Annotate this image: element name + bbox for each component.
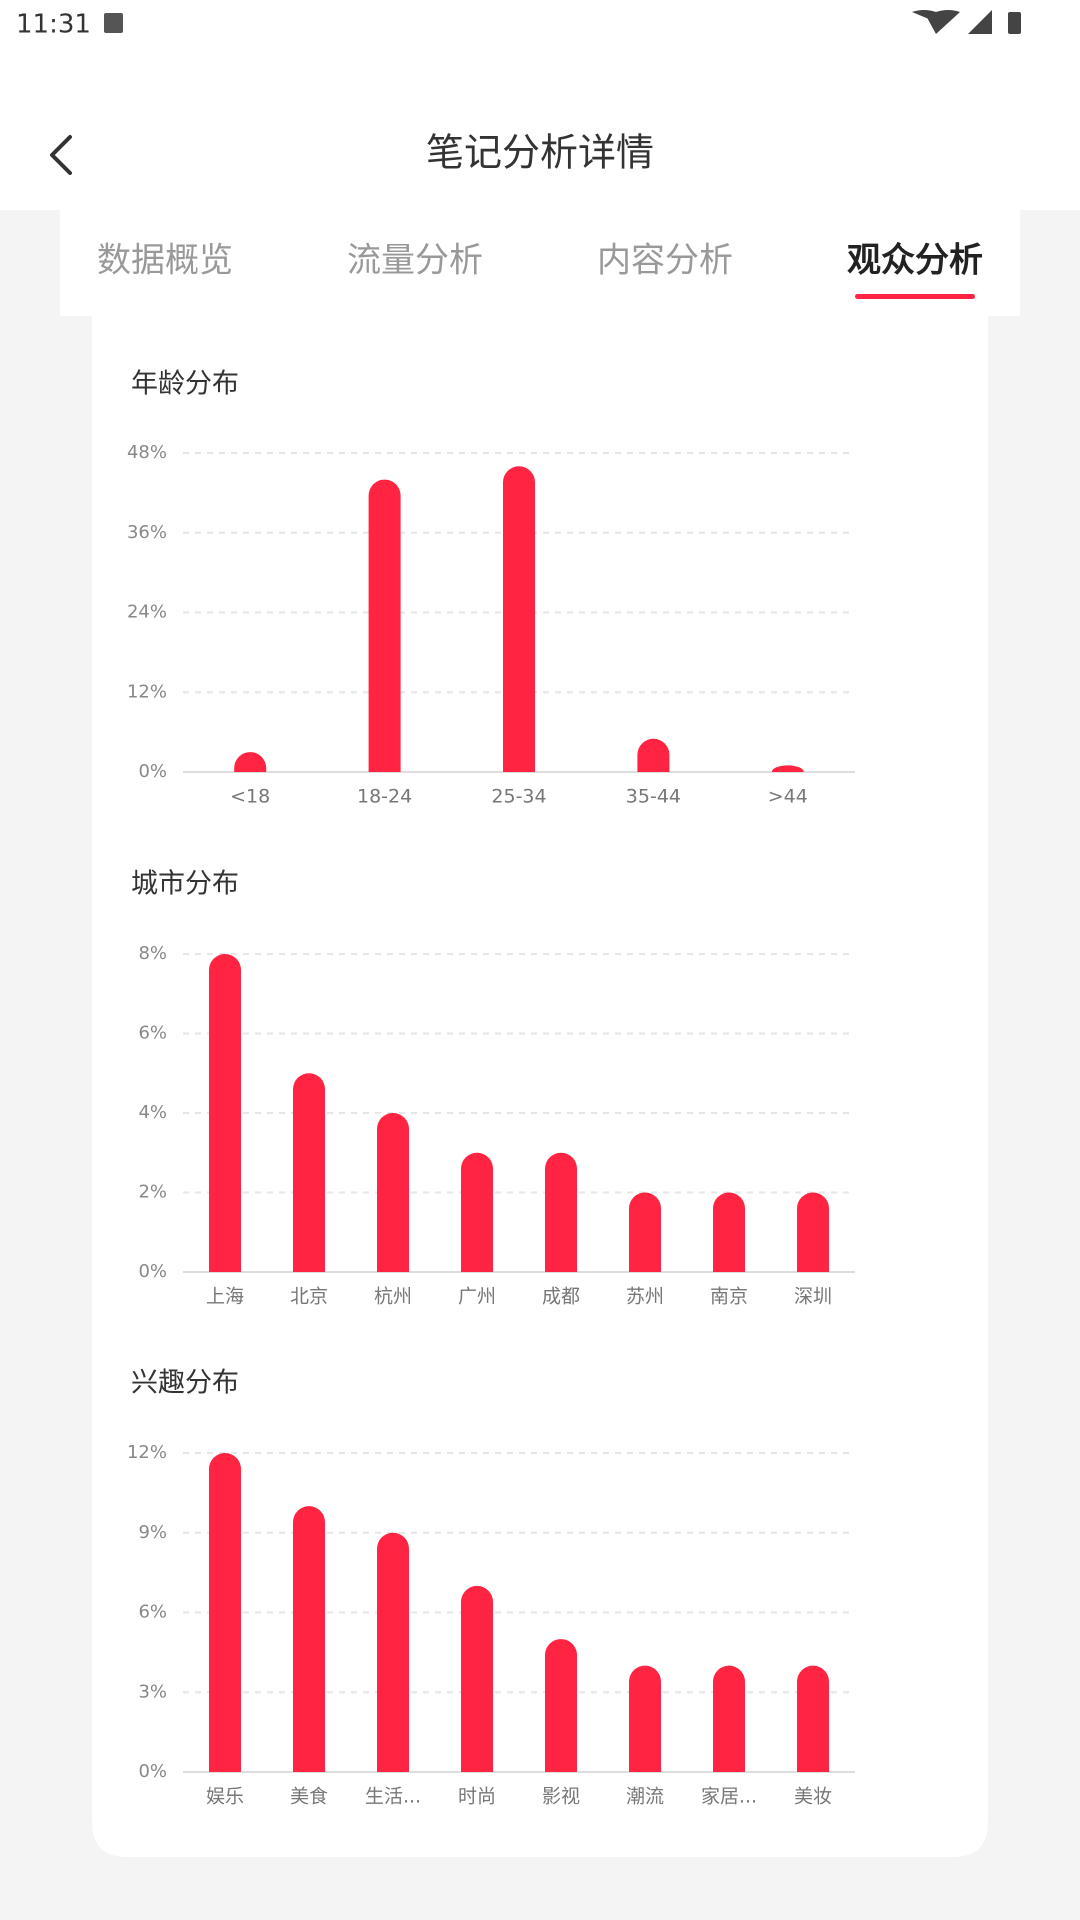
- content-card: [92, 316, 988, 1857]
- x-tick-label: 生活...: [365, 1786, 421, 1808]
- x-tick-label: 南京: [710, 1286, 748, 1308]
- bar: [293, 1506, 325, 1772]
- x-tick-label: 影视: [542, 1786, 580, 1808]
- bar: [545, 1152, 577, 1272]
- x-tick-label: 深圳: [794, 1286, 832, 1308]
- y-tick-label: 4%: [138, 1102, 167, 1123]
- x-tick-label: <18: [230, 786, 270, 808]
- x-tick-label: >44: [768, 786, 808, 808]
- bar: [461, 1152, 493, 1272]
- y-tick-label: 12%: [127, 681, 167, 702]
- x-tick-label: 35-44: [626, 786, 681, 808]
- bar: [629, 1665, 661, 1772]
- x-tick-label: 杭州: [374, 1286, 412, 1308]
- bar: [797, 1192, 829, 1272]
- back-button[interactable]: [50, 135, 72, 175]
- y-tick-label: 36%: [127, 522, 167, 543]
- x-tick-label: 家居...: [701, 1786, 757, 1808]
- x-tick-label: 成都: [542, 1286, 580, 1308]
- bar: [797, 1665, 829, 1772]
- bar: [368, 479, 401, 772]
- y-tick-label: 9%: [138, 1522, 167, 1543]
- x-tick-label: 美妆: [794, 1786, 832, 1808]
- bar: [209, 954, 241, 1272]
- bar: [713, 1192, 745, 1272]
- header-bg: [0, 0, 1080, 210]
- x-tick-label: 潮流: [626, 1786, 664, 1808]
- y-tick-label: 3%: [138, 1681, 167, 1702]
- y-tick-label: 0%: [138, 1261, 167, 1282]
- y-tick-label: 48%: [127, 442, 167, 463]
- x-tick-label: 广州: [458, 1286, 496, 1308]
- chart-title: 年龄分布: [131, 369, 239, 400]
- bar: [713, 1665, 745, 1772]
- signal-icon: [968, 10, 992, 34]
- status-icon: [104, 13, 123, 33]
- tab-indicator: [855, 294, 975, 299]
- tab[interactable]: 观众分析: [847, 241, 983, 281]
- x-tick-label: 上海: [206, 1286, 244, 1308]
- y-tick-label: 0%: [138, 1761, 167, 1782]
- chart-title: 兴趣分布: [131, 1368, 239, 1399]
- status-time: 11:31: [16, 10, 91, 40]
- bar: [503, 466, 535, 772]
- tab[interactable]: 数据概览: [97, 241, 233, 281]
- bar: [293, 1073, 325, 1272]
- bar: [637, 738, 670, 772]
- x-tick-label: 苏州: [626, 1286, 664, 1308]
- x-tick-label: 18-24: [357, 786, 412, 808]
- tab[interactable]: 内容分析: [597, 241, 733, 281]
- bar: [209, 1453, 241, 1772]
- x-tick-label: 娱乐: [206, 1786, 244, 1808]
- x-tick-label: 25-34: [491, 786, 546, 808]
- x-tick-label: 美食: [290, 1786, 328, 1808]
- bar: [234, 752, 267, 772]
- bar: [377, 1532, 409, 1772]
- y-tick-label: 12%: [127, 1442, 167, 1463]
- bar: [629, 1192, 661, 1272]
- bar: [461, 1585, 493, 1772]
- bar: [377, 1113, 409, 1272]
- x-tick-label: 时尚: [458, 1786, 496, 1808]
- chart-title: 城市分布: [131, 869, 239, 900]
- y-tick-label: 8%: [138, 943, 167, 964]
- x-tick-label: 北京: [290, 1286, 328, 1308]
- bar: [771, 765, 804, 772]
- bar: [545, 1639, 577, 1772]
- y-tick-label: 0%: [138, 761, 167, 782]
- battery-icon: [1008, 12, 1021, 34]
- page-title: 笔记分析详情: [426, 131, 654, 175]
- y-tick-label: 6%: [138, 1602, 167, 1623]
- y-tick-label: 2%: [138, 1182, 167, 1203]
- wifi-icon: [912, 10, 960, 34]
- y-tick-label: 24%: [127, 602, 167, 623]
- tab[interactable]: 流量分析: [347, 241, 483, 281]
- y-tick-label: 6%: [138, 1023, 167, 1044]
